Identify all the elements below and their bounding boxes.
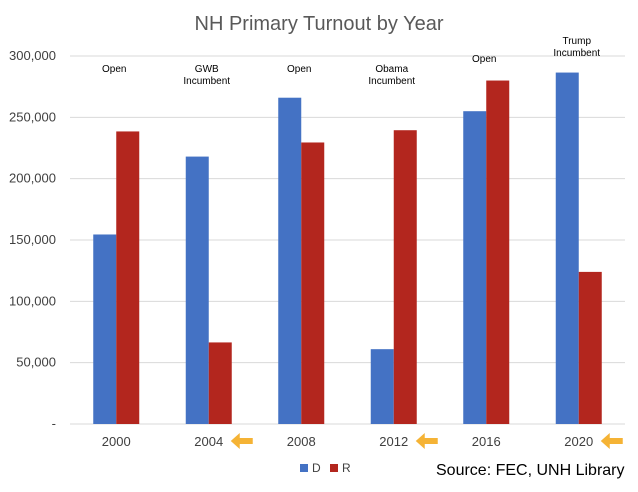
bar-D-2012 [370,349,394,424]
bar-R-2008 [301,142,325,425]
arrow-icon [600,433,623,449]
annotations: Open GWB Incumbent Open Obama Incumbent Open Tr… [102,36,600,87]
chart-title: NH Primary Turnout by Year [195,13,444,35]
x-tick-label: 2004 [194,434,223,449]
arrow-icon [230,433,253,449]
x-tick-label: 2020 [564,434,593,449]
bar-D-2004 [185,156,209,424]
legend-label-R: R [342,461,351,475]
arrow-icon [415,433,438,449]
y-axis: - 50,000 100,000 150,000 200,000 250,000 300,0… [9,48,56,431]
legend-swatch-D [300,464,308,472]
annotation-2012: Obama Incumbent [368,64,415,87]
y-tick-label: - [52,416,56,431]
legend-swatch-R [330,464,338,472]
y-tick-label: 50,000 [16,355,56,370]
bar-D-2016 [463,111,487,424]
y-tick-label: 100,000 [9,293,56,308]
x-tick-label: 2012 [379,434,408,449]
bar-D-2008 [278,97,302,424]
x-tick-label: 2008 [287,434,316,449]
annotation-2016: Open [472,54,496,65]
annotation-2004: GWB Incumbent [183,64,230,87]
y-tick-label: 150,000 [9,232,56,247]
y-tick-label: 300,000 [9,48,56,63]
y-tick-label: 250,000 [9,109,56,124]
annotation-2000: Open [102,64,126,75]
annotation-2020: Trump Incumbent [553,36,600,59]
x-axis: 2000 2004 2008 2012 2016 2020 [102,434,593,449]
bar-D-2020 [555,72,579,424]
bar-R-2012 [393,130,417,425]
gridlines [70,55,625,425]
bar-R-2016 [486,80,510,425]
bars [93,72,602,425]
y-tick-label: 200,000 [9,171,56,186]
bar-R-2004 [208,342,232,424]
annotation-2008: Open [287,64,311,75]
source-note: Source: FEC, UNH Library [436,462,625,479]
bar-D-2000 [93,234,117,424]
legend-label-D: D [312,461,321,475]
bar-R-2020 [578,271,602,424]
arrows [230,433,623,449]
x-tick-label: 2016 [472,434,501,449]
x-tick-label: 2000 [102,434,131,449]
bar-R-2000 [116,131,140,424]
